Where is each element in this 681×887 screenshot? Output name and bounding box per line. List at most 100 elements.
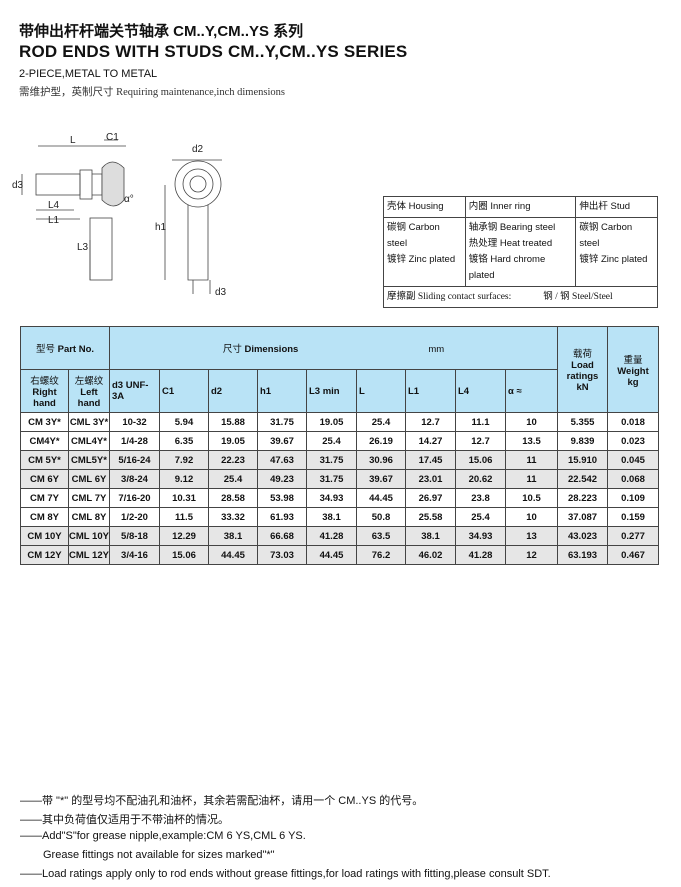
table-row: CM 8Y CML 8Y 1/2-20 11.5 33.32 61.93 38.1 50.8 2…: [20, 507, 660, 527]
left-cn: 左螺纹: [74, 376, 104, 387]
table-cell: 9.839: [557, 431, 609, 451]
table-cell: 13.5: [504, 431, 559, 451]
table-cell: 10: [504, 507, 559, 527]
load-en: Load ratings: [566, 360, 599, 382]
note-5: ——Load ratings apply only to rod ends wi…: [20, 868, 551, 880]
part-no-header: 型号 Part No.: [20, 326, 110, 370]
table-row: CM 5Y* CML5Y* 5/16-24 7.92 22.23 47.63 31.75 30…: [20, 450, 660, 470]
col-label: h1: [260, 385, 272, 397]
table-cell: 7.92: [159, 450, 209, 470]
subtitle-2: 需维护型，英制尺寸 Requiring maintenance,inch dim…: [19, 87, 285, 98]
table-cell: 3/4-16: [109, 545, 160, 565]
table-cell: 38.1: [306, 507, 357, 527]
load-cn: 载荷: [573, 349, 593, 360]
table-cell: 11: [504, 469, 559, 489]
label-alpha: α°: [124, 194, 134, 205]
table-cell: 38.1: [405, 526, 456, 546]
col-label: L: [359, 385, 365, 397]
part-no-en: Part No.: [57, 344, 95, 355]
table-cell: CM 6Y: [20, 469, 69, 489]
label-d3: d3: [12, 180, 24, 191]
table-cell: 5/8-18: [109, 526, 160, 546]
table-cell: 34.93: [306, 488, 357, 508]
table-cell: 46.02: [405, 545, 456, 565]
table-cell: 26.19: [356, 431, 406, 451]
housing-line: 镀锌 Zinc plated: [387, 254, 456, 265]
label-L: L: [70, 135, 76, 146]
table-cell: CML 7Y: [68, 488, 110, 508]
weight-en: Weight: [617, 365, 649, 377]
table-cell: CML5Y*: [68, 450, 110, 470]
weight-cn: 重量: [623, 354, 643, 366]
table-cell: 0.109: [607, 488, 660, 508]
table-cell: 10: [504, 412, 559, 432]
label-C1: C1: [106, 132, 119, 143]
table-cell: 73.03: [257, 545, 307, 565]
label-d3-right: d3: [215, 287, 227, 298]
table-cell: 0.068: [607, 469, 660, 489]
col-l3: L3 min: [306, 369, 357, 413]
label-L4: L4: [48, 200, 60, 211]
table-cell: CML 12Y: [68, 545, 110, 565]
note-2: ——其中负荷值仅适用于不带油杯的情况。: [20, 814, 229, 826]
table-cell: CML 10Y: [68, 526, 110, 546]
inner-line: 轴承钢 Bearing steel: [468, 222, 556, 233]
table-cell: 39.67: [356, 469, 406, 489]
right-en: Right hand: [32, 387, 57, 409]
stud-line: 镀锌 Zinc plated: [579, 254, 648, 265]
table-cell: 63.193: [557, 545, 609, 565]
table-cell: 30.96: [356, 450, 406, 470]
sliding-value: 钢 / 钢 Steel/Steel: [543, 292, 613, 302]
table-cell: 0.467: [607, 545, 660, 565]
table-cell: 12.7: [455, 431, 506, 451]
table-cell: 28.58: [208, 488, 258, 508]
weight-header: 重量 Weight kg: [607, 326, 660, 413]
table-cell: 47.63: [257, 450, 307, 470]
table-cell: 39.67: [257, 431, 307, 451]
table-cell: CM 7Y: [20, 488, 69, 508]
table-cell: 38.1: [208, 526, 258, 546]
stud-material: 碳钢 Carbon steel 镀锌 Zinc plated: [575, 217, 658, 287]
table-cell: 44.45: [306, 545, 357, 565]
table-row: CM 10Y CML 10Y 5/8-18 12.29 38.1 66.68 41.28 63…: [20, 526, 660, 546]
table-cell: 5.355: [557, 412, 609, 432]
table-cell: 0.018: [607, 412, 660, 432]
table-cell: 25.4: [356, 412, 406, 432]
table-cell: CM 8Y: [20, 507, 69, 527]
table-cell: 11: [504, 450, 559, 470]
table-cell: 22.542: [557, 469, 609, 489]
table-cell: 49.23: [257, 469, 307, 489]
stud-header: 伸出杆 Stud: [575, 196, 658, 218]
note-1: ——带 "*" 的型号均不配油孔和油杯，其余若需配油杯，请用一个 CM..YS …: [20, 795, 424, 807]
label-d2: d2: [192, 144, 204, 155]
col-label: L3 min: [309, 385, 340, 397]
table-cell: 10.5: [504, 488, 559, 508]
housing-header: 壳体 Housing: [383, 196, 466, 218]
table-cell: 0.045: [607, 450, 660, 470]
stud-line: 碳钢 Carbon steel: [579, 222, 633, 249]
table-cell: CM 3Y*: [20, 412, 69, 432]
left-en: Left hand: [77, 387, 101, 409]
table-cell: 15.88: [208, 412, 258, 432]
table-cell: 31.75: [306, 469, 357, 489]
materials-table: 壳体 Housing 内圈 Inner ring 伸出杆 Stud 碳钢 Car…: [383, 196, 658, 308]
col-label: L1: [408, 385, 420, 397]
col-label: C1: [162, 385, 175, 397]
table-cell: 12: [504, 545, 559, 565]
col-h1: h1: [257, 369, 307, 413]
table-row: CM 7Y CML 7Y 7/16-20 10.31 28.58 53.98 34.93 44…: [20, 488, 660, 508]
table-cell: 66.68: [257, 526, 307, 546]
table-cell: 0.277: [607, 526, 660, 546]
table-cell: 76.2: [356, 545, 406, 565]
inner-ring-header: 内圈 Inner ring: [464, 196, 577, 218]
inner-material: 轴承钢 Bearing steel 热处理 Heat treated 镀铬 Hard…: [464, 217, 577, 287]
table-row: CM4Y* CML4Y* 1/4-28 6.35 19.05 39.67 25.4 26.19…: [20, 431, 660, 451]
table-cell: 12.29: [159, 526, 209, 546]
rod-end-drawing: L C1 d3 L4 L1 L3 α° d2 h1 d3: [12, 132, 227, 298]
table-cell: 1/4-28: [109, 431, 160, 451]
table-cell: 23.8: [455, 488, 506, 508]
table-cell: CM 12Y: [20, 545, 69, 565]
inner-line: 热处理 Heat treated: [468, 238, 553, 249]
table-cell: 25.4: [208, 469, 258, 489]
